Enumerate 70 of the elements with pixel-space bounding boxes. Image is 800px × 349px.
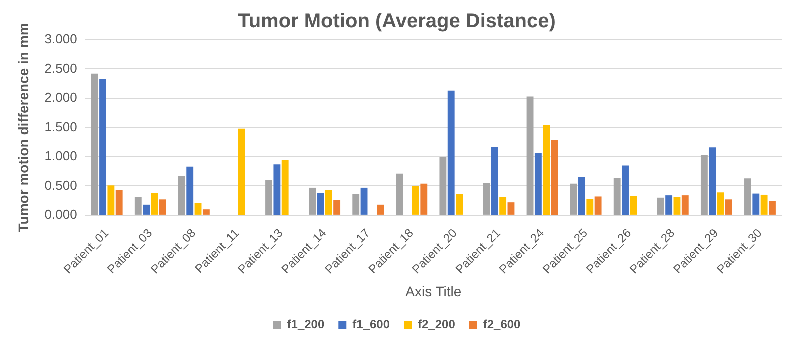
bar <box>274 164 281 215</box>
bar <box>551 140 558 215</box>
chart-title: Tumor Motion (Average Distance) <box>238 10 556 33</box>
bar <box>483 183 490 215</box>
bar <box>630 196 638 215</box>
bar <box>143 204 150 215</box>
bar <box>178 176 186 215</box>
bar <box>420 184 428 215</box>
bar <box>752 194 760 215</box>
bar <box>282 160 289 215</box>
bar <box>91 74 98 215</box>
bar <box>491 147 498 215</box>
y-tick-label: 2.000 <box>44 90 78 106</box>
y-tick-label: 1.500 <box>44 119 78 134</box>
y-tick-label: 0.000 <box>44 207 78 222</box>
bar <box>134 197 142 215</box>
bar <box>594 196 602 215</box>
bar <box>309 188 316 215</box>
bar <box>622 166 629 215</box>
bar <box>586 199 594 215</box>
bar <box>325 190 332 215</box>
bar <box>717 192 724 215</box>
bar <box>500 197 507 215</box>
legend-label: f2_200 <box>418 317 456 332</box>
y-tick-label: 3.000 <box>44 32 78 47</box>
legend-label: f1_200 <box>287 317 325 332</box>
bar <box>334 200 341 215</box>
bar <box>412 186 420 215</box>
bar <box>108 186 115 215</box>
bar <box>744 178 752 215</box>
bar <box>238 128 246 215</box>
x-axis-title: Axis Title <box>406 283 462 300</box>
bar <box>151 193 158 215</box>
bar <box>360 188 368 215</box>
bar <box>682 196 689 215</box>
bar <box>725 200 732 215</box>
bar <box>440 158 447 215</box>
bar <box>100 79 106 215</box>
bar <box>317 193 324 215</box>
bar <box>700 155 708 215</box>
bar <box>526 96 534 215</box>
bar <box>709 148 716 215</box>
y-axis-title: Tumor motion difference in mm <box>15 23 32 232</box>
bar <box>543 125 550 215</box>
bar <box>674 197 681 215</box>
bar <box>159 200 166 215</box>
y-tick-label: 0.500 <box>44 178 78 193</box>
legend-label: f2_600 <box>483 317 522 332</box>
bar <box>508 202 515 215</box>
bar <box>186 166 194 215</box>
bar <box>352 194 360 215</box>
bar <box>194 203 202 215</box>
legend-label: f1_600 <box>352 317 390 332</box>
bar <box>116 190 123 215</box>
bar <box>448 90 455 215</box>
y-tick-label: 1.000 <box>44 148 78 164</box>
bar <box>614 178 621 215</box>
bar <box>760 194 768 215</box>
bar <box>396 174 404 215</box>
bar <box>534 153 542 215</box>
y-tick-label: 2.500 <box>44 60 78 76</box>
bar <box>666 196 673 215</box>
bar <box>657 198 664 215</box>
bar <box>377 204 384 215</box>
bar <box>266 180 272 215</box>
bar <box>570 184 578 215</box>
bar <box>578 177 586 215</box>
bar <box>202 210 210 215</box>
bar <box>769 201 776 215</box>
bar <box>456 194 463 215</box>
